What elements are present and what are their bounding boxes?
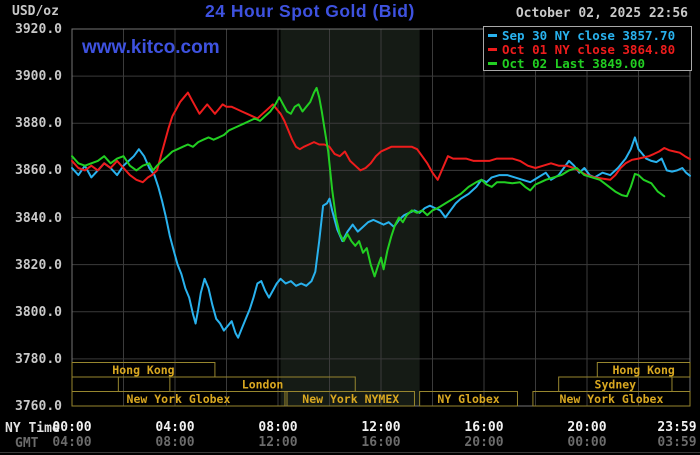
session-label: NY Globex: [437, 392, 499, 406]
legend-item: Sep 30 NY close 3857.70: [488, 27, 691, 43]
ny-time-tick: 20:00: [567, 420, 607, 435]
session-box: [532, 391, 691, 407]
session-label: New York NYMEX: [302, 392, 399, 406]
legend-label: Oct 01 NY close 3864.80: [502, 41, 676, 57]
ny-time-tick: 04:00: [155, 420, 195, 435]
legend-label: Sep 30 NY close 3857.70: [502, 27, 676, 43]
session-box: [71, 376, 119, 392]
session-label: New York Globex: [560, 392, 664, 406]
ny-time-tick: 08:00: [258, 420, 298, 435]
session-label: Hong Kong: [612, 363, 674, 377]
ny-time-tick: 00:00: [52, 420, 92, 435]
kitco-watermark-link[interactable]: www.kitco.com: [82, 37, 220, 58]
gmt-time-tick: 20:00: [464, 435, 504, 450]
legend-item: Oct 02 Last 3849.00: [488, 55, 691, 71]
session-label: New York Globex: [127, 392, 231, 406]
y-tick-label: 3840.0: [15, 210, 62, 226]
y-tick-label: 3760.0: [15, 399, 62, 414]
legend-label: Oct 02 Last 3849.00: [502, 55, 645, 71]
gmt-axis-label: GMT: [15, 436, 39, 451]
datetime-label: October 02, 2025 22:56: [515, 6, 688, 21]
ny-time-tick: 12:00: [361, 420, 401, 435]
session-box: [286, 391, 415, 407]
gmt-time-tick: 12:00: [258, 435, 298, 450]
session-box: [71, 362, 216, 378]
y-tick-label: 3800.0: [15, 304, 62, 320]
y-axis-units-label: USD/oz: [12, 4, 59, 19]
y-tick-label: 3780.0: [15, 351, 62, 367]
legend-box: Sep 30 NY close 3857.70 Oct 01 NY close 3…: [483, 26, 692, 71]
gmt-time-tick: 04:00: [52, 435, 92, 450]
gmt-time-tick: 08:00: [155, 435, 195, 450]
ny-time-axis-label: NY Time: [5, 421, 60, 436]
gmt-time-tick: 03:59: [657, 435, 697, 450]
y-tick-label: 3920.0: [15, 22, 62, 37]
legend-dash-marker: [488, 61, 497, 65]
y-tick-label: 3900.0: [15, 69, 62, 85]
y-tick-label: 3860.0: [15, 163, 62, 179]
bottom-divider: [0, 452, 700, 453]
legend-item: Oct 01 NY close 3864.80: [488, 41, 691, 57]
session-box: [71, 391, 286, 407]
page-title: 24 Hour Spot Gold (Bid): [205, 1, 415, 21]
legend-dash-marker: [488, 33, 497, 37]
series-line-oct-02: [71, 86, 666, 278]
legend-dash-marker: [488, 47, 497, 51]
y-tick-label: 3820.0: [15, 257, 62, 273]
gmt-time-tick: 00:00: [567, 435, 607, 450]
y-tick-label: 3880.0: [15, 116, 62, 132]
ny-time-tick: 16:00: [464, 420, 504, 435]
session-box: [419, 391, 518, 407]
gmt-time-tick: 16:00: [361, 435, 401, 450]
ny-time-tick: 23:59: [657, 420, 697, 435]
session-label: Sydney: [595, 378, 637, 392]
session-label: Hong Kong: [112, 363, 174, 377]
session-label: London: [242, 378, 284, 392]
